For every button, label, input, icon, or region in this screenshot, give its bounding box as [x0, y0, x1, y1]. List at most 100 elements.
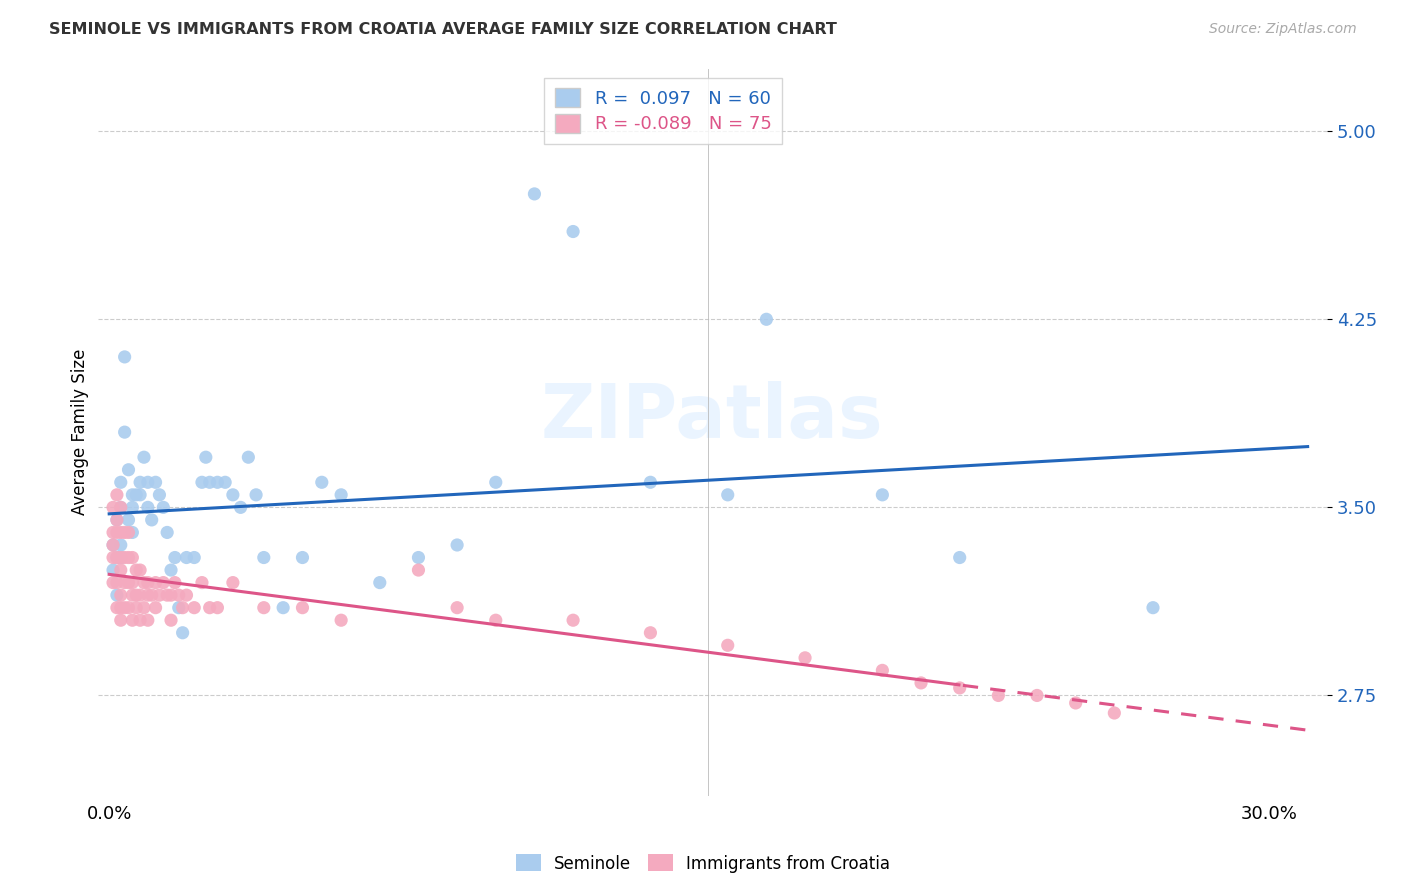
Point — [110, 613, 132, 627]
Point — [291, 600, 314, 615]
Text: ZIPatlas: ZIPatlas — [541, 381, 883, 454]
Point — [114, 600, 136, 615]
Point — [160, 563, 183, 577]
Point — [105, 575, 128, 590]
Point — [207, 600, 229, 615]
Point — [198, 475, 221, 490]
Text: Source: ZipAtlas.com: Source: ZipAtlas.com — [1209, 22, 1357, 37]
Text: SEMINOLE VS IMMIGRANTS FROM CROATIA AVERAGE FAMILY SIZE CORRELATION CHART: SEMINOLE VS IMMIGRANTS FROM CROATIA AVER… — [49, 22, 837, 37]
Point — [949, 681, 972, 695]
Point — [132, 450, 155, 465]
Point — [117, 575, 139, 590]
Point — [101, 525, 124, 540]
Point — [408, 563, 430, 577]
Point — [110, 525, 132, 540]
Point — [129, 613, 152, 627]
Point — [222, 488, 245, 502]
Point — [183, 600, 205, 615]
Point — [121, 588, 143, 602]
Point — [114, 425, 136, 439]
Point — [148, 588, 170, 602]
Point — [183, 550, 205, 565]
Point — [110, 475, 132, 490]
Point — [105, 513, 128, 527]
Point — [167, 600, 190, 615]
Point — [114, 525, 136, 540]
Y-axis label: Average Family Size: Average Family Size — [72, 349, 89, 516]
Point — [717, 638, 740, 652]
Point — [987, 689, 1010, 703]
Point — [238, 450, 260, 465]
Point — [148, 488, 170, 502]
Point — [121, 575, 143, 590]
Point — [152, 500, 174, 515]
Point — [172, 625, 194, 640]
Point — [214, 475, 236, 490]
Point — [446, 600, 468, 615]
Point — [121, 525, 143, 540]
Point — [640, 475, 662, 490]
Point — [121, 500, 143, 515]
Point — [125, 563, 148, 577]
Point — [121, 550, 143, 565]
Point — [117, 600, 139, 615]
Point — [562, 225, 585, 239]
Point — [198, 600, 221, 615]
Point — [176, 588, 198, 602]
Point — [110, 500, 132, 515]
Point — [110, 550, 132, 565]
Point — [114, 575, 136, 590]
Point — [117, 463, 139, 477]
Point — [245, 488, 267, 502]
Point — [110, 563, 132, 577]
Point — [136, 575, 159, 590]
Point — [141, 588, 163, 602]
Point — [1064, 696, 1087, 710]
Point — [156, 525, 179, 540]
Point — [229, 500, 252, 515]
Point — [222, 575, 245, 590]
Point — [145, 475, 167, 490]
Point — [105, 550, 128, 565]
Point — [194, 450, 217, 465]
Point — [117, 513, 139, 527]
Point — [132, 600, 155, 615]
Point — [110, 538, 132, 552]
Point — [408, 550, 430, 565]
Point — [110, 550, 132, 565]
Point — [191, 575, 214, 590]
Point — [872, 664, 894, 678]
Point — [136, 475, 159, 490]
Point — [121, 488, 143, 502]
Point — [156, 588, 179, 602]
Point — [117, 525, 139, 540]
Point — [129, 475, 152, 490]
Point — [368, 575, 391, 590]
Point — [132, 575, 155, 590]
Point — [136, 500, 159, 515]
Point — [105, 488, 128, 502]
Point — [176, 550, 198, 565]
Point — [207, 475, 229, 490]
Point — [446, 538, 468, 552]
Point — [101, 563, 124, 577]
Point — [253, 600, 276, 615]
Point — [145, 600, 167, 615]
Point — [485, 475, 508, 490]
Point — [105, 550, 128, 565]
Point — [167, 588, 190, 602]
Point — [101, 500, 124, 515]
Point — [1142, 600, 1164, 615]
Point — [145, 575, 167, 590]
Point — [105, 600, 128, 615]
Point — [105, 513, 128, 527]
Point — [121, 613, 143, 627]
Point — [125, 600, 148, 615]
Point — [755, 312, 778, 326]
Point — [163, 550, 186, 565]
Point — [253, 550, 276, 565]
Point — [110, 500, 132, 515]
Point — [160, 588, 183, 602]
Point — [1026, 689, 1049, 703]
Point — [101, 575, 124, 590]
